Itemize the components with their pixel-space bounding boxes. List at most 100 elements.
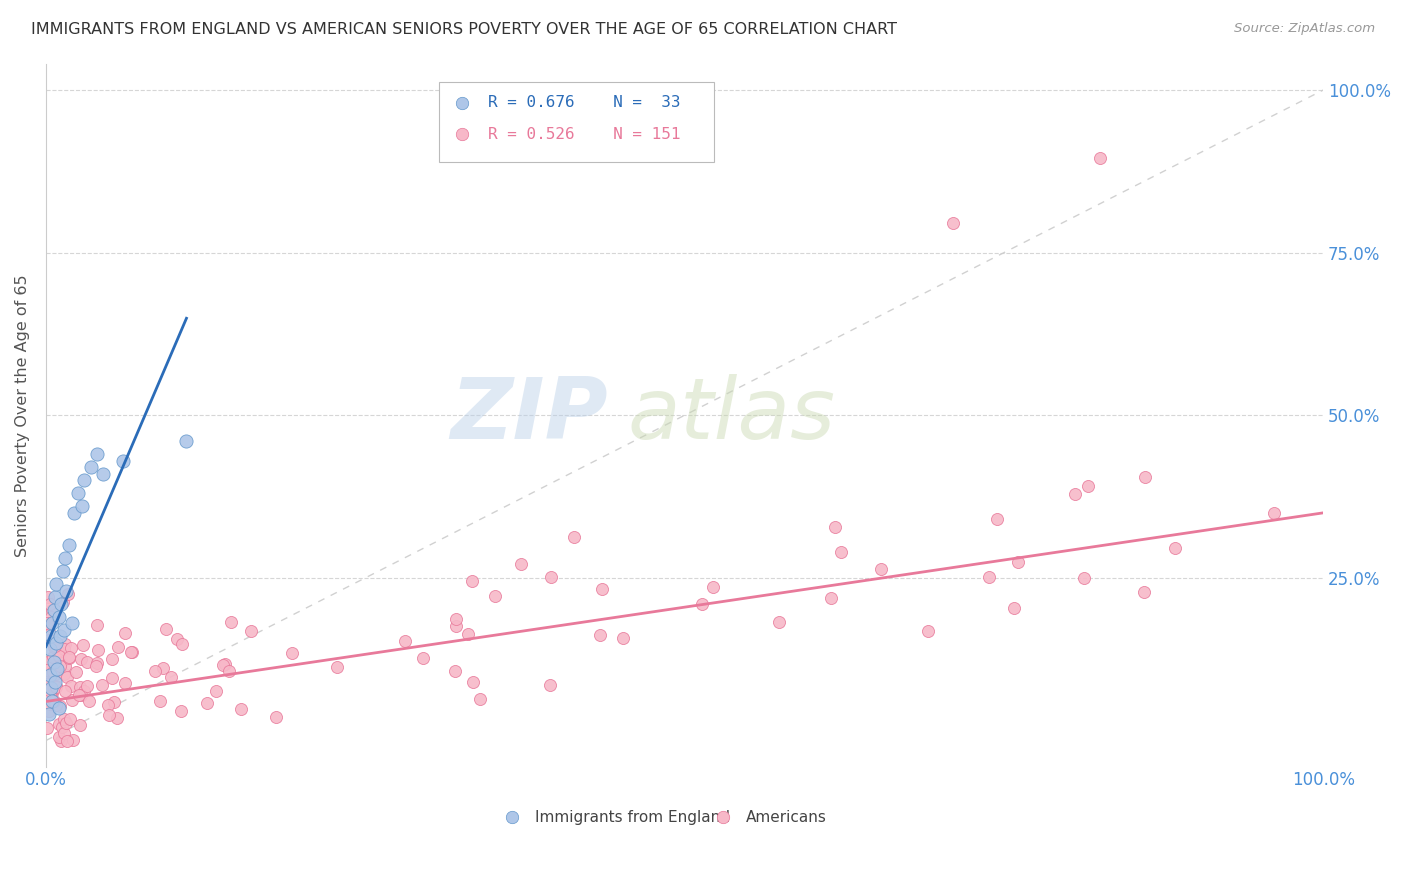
Point [35,616,58,631]
Point [176,434,198,449]
Point [48,648,70,663]
Point [37,690,59,705]
Point [49,698,72,713]
Point [69,688,91,702]
Point [86,618,108,632]
Point [44,675,66,690]
Point [120,645,142,659]
Text: R = 0.526    N = 151: R = 0.526 N = 151 [488,127,681,142]
Point [93,467,115,481]
Point [37,700,59,714]
Point [58,651,80,665]
Point [1088,152,1111,166]
Point [41,694,63,708]
Point [35,676,58,690]
Point [444,664,467,678]
Point [70,651,93,665]
Point [55,583,77,598]
Point [986,512,1008,526]
Point [51,597,73,611]
Point [38,633,60,648]
Point [830,545,852,559]
Point [170,704,193,718]
Point [63,506,86,520]
Point [38,704,60,718]
Point [66,486,89,500]
Point [41,686,63,700]
Point [394,634,416,648]
Point [60,693,83,707]
Point [60,679,83,693]
Point [1007,555,1029,569]
Point [52,565,75,579]
Point [451,148,474,162]
Point [49,629,72,643]
Point [42,649,65,664]
Point [114,625,136,640]
Point [38,686,60,700]
Point [53,683,76,698]
Point [38,668,60,682]
Point [56,587,79,601]
Point [67,688,90,702]
Point [121,645,143,659]
Point [38,697,60,711]
Point [84,658,107,673]
Point [48,701,70,715]
Text: atlas: atlas [627,374,835,457]
Point [49,733,72,747]
Text: Americans: Americans [745,810,827,824]
Point [588,628,610,642]
Point [35,700,58,714]
Point [457,627,479,641]
Point [42,656,65,670]
Point [1077,478,1099,492]
Point [1132,584,1154,599]
Point [160,671,183,685]
Point [444,619,467,633]
Point [42,665,65,679]
Point [979,570,1001,584]
Point [72,638,94,652]
Point [412,651,434,665]
Point [77,694,100,708]
Point [461,674,484,689]
Point [60,616,83,631]
Point [45,698,67,713]
Point [39,681,62,696]
Point [101,652,124,666]
Point [69,680,91,694]
Point [1063,487,1085,501]
Point [1263,506,1285,520]
Point [48,610,70,624]
Point [38,704,60,718]
Point [38,627,60,641]
Point [35,665,58,679]
Point [97,698,120,712]
Point [48,717,70,731]
Point [484,589,506,603]
Point [540,570,562,584]
Point [114,676,136,690]
Point [38,642,60,657]
Point [87,643,110,657]
Point [942,216,965,230]
Point [37,670,59,684]
Point [58,649,80,664]
Point [41,603,63,617]
Point [501,780,523,795]
Point [39,686,62,700]
Point [45,679,67,693]
Point [612,631,634,645]
Point [37,591,59,605]
Point [46,662,69,676]
Point [326,660,349,674]
Point [37,684,59,698]
Point [111,454,134,468]
Point [38,707,60,722]
Point [444,612,467,626]
Point [45,577,67,591]
Point [214,657,236,672]
Point [39,629,62,643]
Point [49,656,72,670]
